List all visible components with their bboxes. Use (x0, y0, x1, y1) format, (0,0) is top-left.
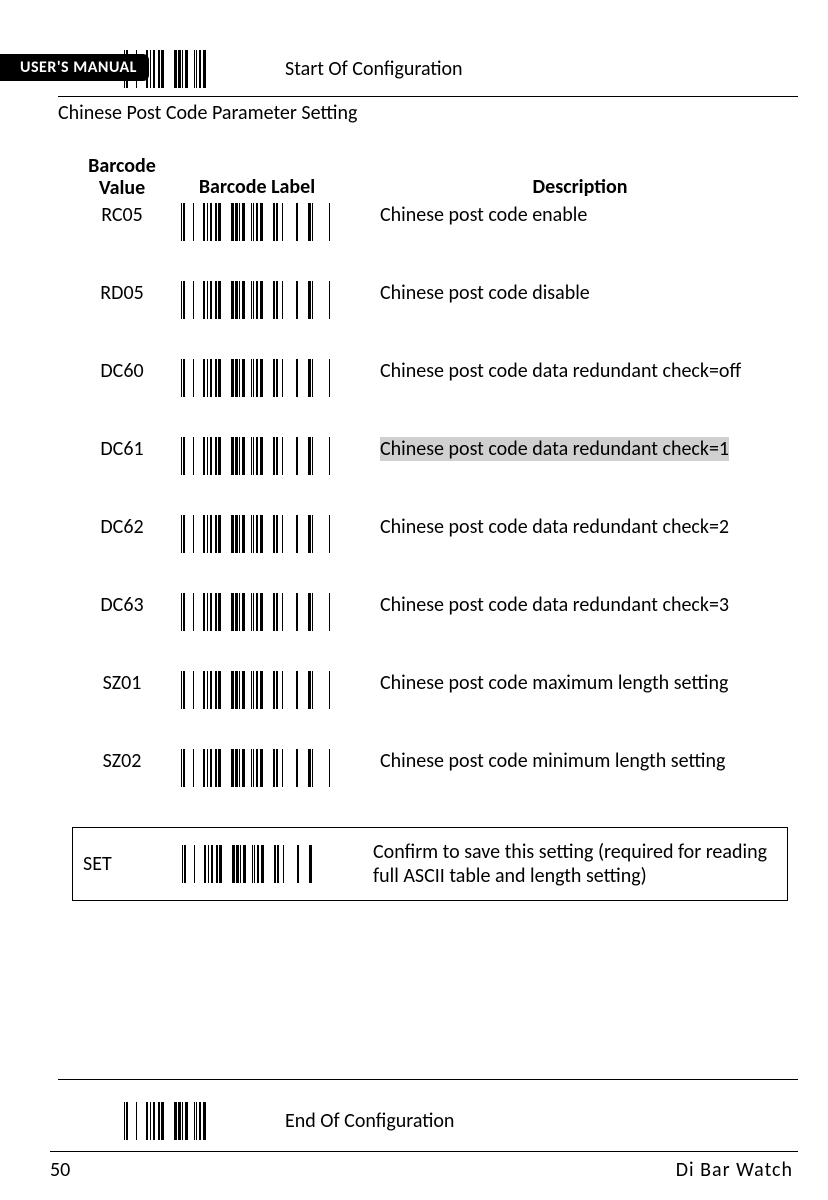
end-config-label: End Of Configuration (285, 1109, 454, 1133)
barcode-row (172, 671, 372, 709)
row-value: SZ01 (72, 671, 172, 695)
row-value: RC05 (72, 203, 172, 227)
table-row: RD05 Chinese post code disable (72, 281, 788, 319)
row-description: Chinese post code data redundant check=3 (372, 593, 788, 617)
divider-bottom (58, 1079, 798, 1080)
parameter-table: Barcode Value Barcode Label Description … (72, 155, 788, 787)
row-value: DC61 (72, 437, 172, 461)
start-config-label: Start Of Configuration (285, 57, 463, 81)
row-description: Chinese post code maximum length setting (372, 671, 788, 695)
row-description: Chinese post code minimum length setting (372, 749, 788, 773)
section-title: Chinese Post Code Parameter Setting (58, 101, 828, 125)
set-row: SET Confirm to save this setting (requir… (72, 827, 788, 901)
barcode-row (172, 281, 372, 319)
set-value: SET (83, 852, 173, 876)
row-value: RD05 (72, 281, 172, 305)
row-value: SZ02 (72, 749, 172, 773)
barcode-end (115, 1102, 215, 1140)
row-description: Chinese post code enable (372, 203, 788, 227)
end-config: End Of Configuration (115, 1102, 454, 1140)
table-row: DC61 Chinese post code data redundant che… (72, 437, 788, 475)
divider-top (58, 96, 798, 97)
barcode-row (172, 593, 372, 631)
row-value: DC62 (72, 515, 172, 539)
table-row: DC62 Chinese post code data redundant che… (72, 515, 788, 553)
header-value: Barcode Value (72, 155, 172, 199)
row-description: Chinese post code data redundant check=o… (372, 359, 788, 383)
barcode-row (172, 437, 372, 475)
row-description: Chinese post code disable (372, 281, 788, 305)
barcode-set (173, 845, 373, 883)
table-row: SZ01 Chinese post code maximum length set… (72, 671, 788, 709)
barcode-row (172, 203, 372, 241)
footer-line (50, 1151, 798, 1152)
barcode-row (172, 515, 372, 553)
table-row: SZ02 Chinese post code minimum length set… (72, 749, 788, 787)
tab-label: USER'S MANUAL (0, 54, 149, 81)
table-header: Barcode Value Barcode Label Description (72, 155, 788, 199)
header-description: Description (372, 175, 788, 199)
set-description: Confirm to save this setting (required f… (373, 840, 777, 888)
barcode-row (172, 749, 372, 787)
brand-label: Di Bar Watch (676, 1158, 793, 1182)
table-row: RC05 Chinese post code enable (72, 203, 788, 241)
start-config: Start Of Configuration (115, 50, 828, 88)
table-row: DC63 Chinese post code data redundant che… (72, 593, 788, 631)
row-value: DC63 (72, 593, 172, 617)
table-row: DC60 Chinese post code data redundant che… (72, 359, 788, 397)
row-description: Chinese post code data redundant check=1 (372, 437, 788, 461)
row-description: Chinese post code data redundant check=2 (372, 515, 788, 539)
row-value: DC60 (72, 359, 172, 383)
page-number: 50 (50, 1158, 70, 1182)
header-label: Barcode Label (172, 175, 372, 199)
barcode-row (172, 359, 372, 397)
